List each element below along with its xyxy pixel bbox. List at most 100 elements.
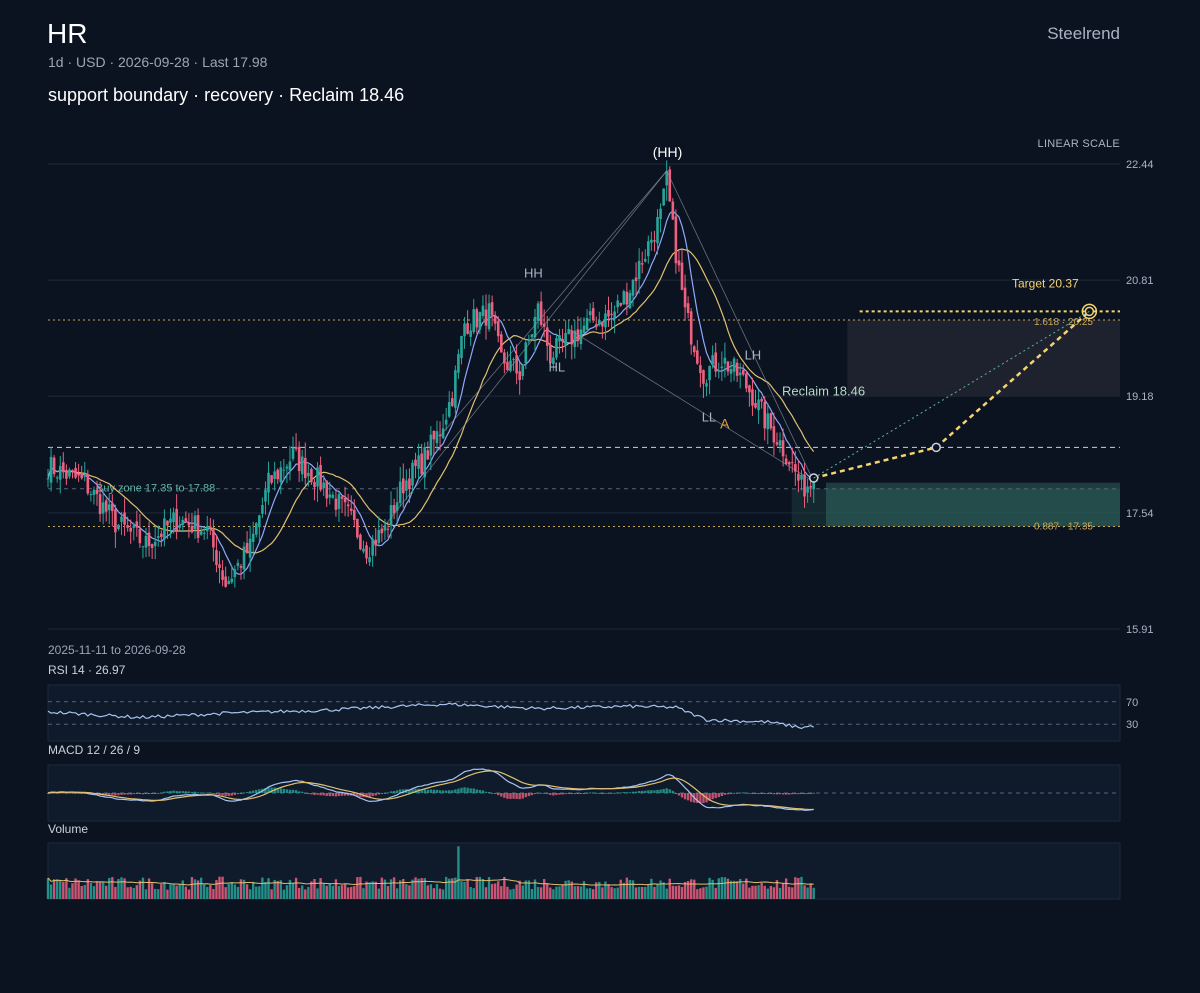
macd-histogram-bar — [797, 793, 800, 795]
volume-bar — [607, 884, 610, 899]
candle — [129, 527, 132, 532]
candle — [763, 401, 767, 429]
volume-bar — [564, 880, 567, 899]
macd-histogram-bar — [564, 793, 567, 795]
macd-histogram-bar — [717, 793, 720, 798]
candle — [561, 338, 564, 342]
candle — [668, 169, 672, 202]
candle — [613, 311, 616, 320]
volume-bar — [561, 884, 564, 899]
candle — [594, 324, 598, 328]
candle — [132, 525, 136, 528]
candle — [503, 352, 506, 364]
macd-histogram-bar — [775, 793, 779, 795]
macd-histogram-bar — [497, 793, 500, 796]
candle — [160, 533, 163, 537]
swing-label: (HH) — [653, 144, 683, 160]
candle — [261, 504, 264, 514]
volume-bar — [52, 879, 56, 899]
candle — [163, 518, 166, 540]
candle — [558, 335, 561, 342]
volume-bar — [120, 877, 123, 899]
candle — [123, 512, 126, 525]
candle — [71, 470, 74, 472]
macd-histogram-bar — [806, 793, 809, 794]
macd-histogram-bar — [203, 792, 206, 794]
volume-bar — [668, 878, 671, 899]
volume-bar — [362, 888, 365, 899]
candle — [490, 302, 494, 316]
pattern-line — [666, 170, 815, 482]
candle — [135, 521, 139, 528]
macd-histogram-bar — [163, 791, 166, 793]
candle — [454, 370, 457, 408]
macd-histogram-bar — [68, 792, 71, 794]
volume-bar — [429, 884, 433, 899]
volume-bar — [101, 881, 105, 899]
scale-mode-label[interactable]: LINEAR SCALE — [1037, 138, 1120, 150]
macd-histogram-bar — [518, 793, 521, 800]
candle — [748, 385, 751, 393]
volume-bar — [261, 877, 264, 899]
volume-bar — [536, 887, 540, 899]
swing-label: LH — [745, 348, 762, 363]
volume-bar — [264, 881, 267, 899]
candle — [598, 320, 601, 325]
macd-histogram-bar — [279, 788, 282, 793]
macd-histogram-bar — [552, 793, 555, 796]
volume-bar — [377, 888, 380, 899]
macd-histogram-bar — [227, 793, 230, 796]
volume-bar — [55, 879, 59, 899]
y-tick-label: 19.18 — [1126, 391, 1154, 403]
volume-bar — [742, 883, 745, 899]
macd-signal-line — [47, 770, 814, 811]
candle — [147, 532, 151, 546]
macd-histogram-bar — [206, 792, 209, 794]
reclaim-label: Reclaim 18.46 — [782, 383, 865, 398]
volume-bar — [506, 886, 509, 899]
volume-bar — [166, 889, 169, 899]
volume-bar — [515, 884, 518, 899]
candle — [696, 350, 699, 364]
candle — [472, 309, 476, 333]
candle — [460, 335, 463, 359]
volume-label: Volume — [48, 822, 88, 836]
volume-bar — [454, 877, 457, 899]
candle — [417, 455, 420, 469]
volume-bar — [74, 878, 77, 899]
macd-histogram-bar — [239, 793, 243, 794]
volume-bar — [276, 880, 279, 899]
volume-bar — [460, 881, 463, 899]
volume-bar — [613, 888, 616, 899]
volume-bar — [686, 881, 690, 899]
candle — [665, 170, 668, 186]
macd-histogram-bar — [778, 793, 782, 795]
candle — [766, 413, 770, 430]
volume-bar — [781, 883, 785, 899]
volume-bar — [331, 885, 335, 899]
volume-bar — [573, 886, 577, 899]
volume-bar — [380, 877, 384, 899]
volume-bar — [512, 888, 515, 899]
candle — [585, 317, 589, 330]
volume-bar — [729, 880, 733, 899]
macd-histogram-bar — [582, 793, 586, 794]
volume-bar — [313, 878, 316, 899]
volume-bar — [576, 886, 580, 899]
volume-bar — [735, 881, 739, 899]
volume-bar — [279, 880, 282, 899]
volume-bar — [242, 879, 246, 899]
price-grid — [48, 163, 1120, 630]
candle — [481, 305, 485, 316]
volume-bar — [521, 885, 524, 899]
candle — [717, 370, 721, 372]
macd-histogram-bar — [337, 793, 341, 797]
volume-bar — [392, 877, 396, 899]
candle — [720, 366, 724, 369]
candle — [429, 434, 433, 456]
candle — [313, 481, 316, 488]
volume-bar — [714, 887, 717, 899]
volume-bar — [763, 885, 766, 899]
macd-histogram-bar — [794, 793, 797, 795]
